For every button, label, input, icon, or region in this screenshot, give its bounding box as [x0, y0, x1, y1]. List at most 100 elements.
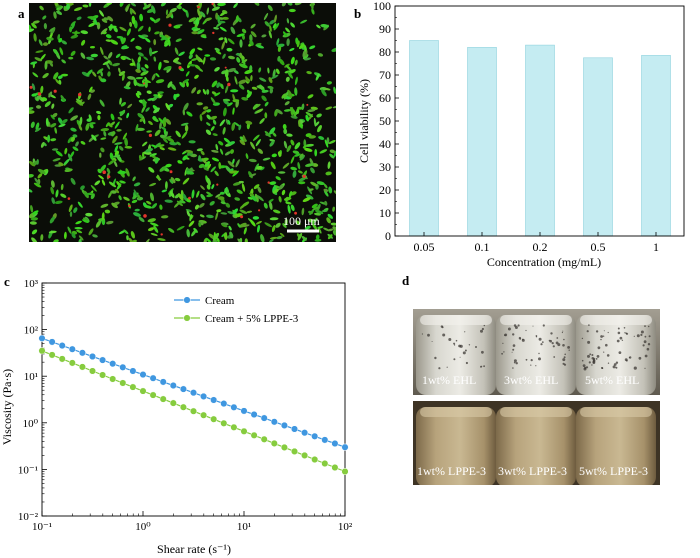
live-cell [232, 99, 240, 103]
live-cell [206, 109, 212, 113]
live-cell [212, 239, 218, 242]
particle [644, 335, 647, 338]
live-cell [94, 180, 101, 186]
live-cell [173, 202, 180, 208]
y-tick-label: 10⁻¹ [18, 464, 38, 476]
particle [588, 361, 591, 364]
live-cell [305, 49, 308, 57]
live-cell [93, 16, 98, 26]
live-cell [263, 12, 269, 21]
x-tick-label: 10¹ [237, 521, 251, 533]
live-cell [59, 47, 64, 56]
particle [601, 367, 603, 369]
live-cell [176, 225, 185, 231]
live-cell [159, 204, 163, 210]
live-cell [333, 190, 336, 195]
live-cell [279, 232, 285, 237]
particle [530, 364, 532, 366]
particle [434, 356, 437, 360]
legend-entry: Cream + 5% LPPE-3 [205, 313, 299, 325]
vial-label-lppe-3: 3wt% LPPE-3 [498, 464, 567, 478]
y-tick-label: 20 [379, 183, 391, 197]
particle [600, 338, 602, 341]
live-cell [238, 180, 244, 184]
dead-cell [211, 3, 214, 6]
live-cell [219, 11, 226, 17]
live-cell [78, 124, 83, 131]
live-cell [223, 100, 230, 105]
live-cell [167, 147, 177, 151]
live-cell [298, 43, 305, 50]
live-cell [130, 3, 136, 7]
live-cell [326, 217, 331, 224]
live-cell [284, 101, 290, 106]
live-cell [227, 67, 236, 73]
viability-bar-1 [641, 55, 671, 237]
live-cell [327, 161, 331, 169]
live-cell [38, 39, 43, 47]
live-cell [119, 26, 127, 32]
live-cell [288, 191, 293, 198]
series-point [341, 443, 349, 451]
particle [542, 324, 545, 327]
live-cell [211, 184, 215, 190]
live-cell [261, 95, 267, 102]
particle [618, 351, 622, 354]
live-cell [202, 88, 207, 95]
live-cell [50, 186, 55, 195]
series-point [321, 459, 329, 468]
series-point [139, 387, 147, 395]
dead-cell [37, 92, 42, 96]
particle [512, 348, 515, 351]
live-cell [216, 237, 220, 242]
live-cell [52, 49, 60, 56]
particle [647, 343, 651, 346]
particle [646, 347, 650, 351]
live-cell [91, 134, 97, 141]
live-cell [188, 220, 195, 227]
live-cell [74, 226, 83, 230]
live-cell [304, 163, 314, 167]
live-cell [92, 234, 98, 238]
live-cell [50, 180, 55, 188]
live-cell [209, 200, 215, 206]
particle [600, 335, 603, 338]
live-cell [288, 8, 296, 13]
live-cell [275, 68, 280, 75]
live-cell [29, 174, 34, 178]
particle [513, 359, 517, 363]
live-cell [49, 60, 54, 67]
live-cell [129, 62, 135, 66]
live-cell [54, 127, 58, 134]
live-cell [215, 143, 219, 151]
live-cell [298, 119, 301, 128]
particle [475, 346, 477, 348]
particle [562, 344, 565, 347]
live-cell [244, 69, 253, 75]
live-cell [228, 141, 236, 146]
live-cell [55, 5, 62, 8]
live-cell [210, 115, 218, 120]
live-cell [275, 109, 283, 115]
live-cell [234, 76, 238, 85]
live-cell [213, 27, 219, 30]
y-tick-label: 10⁰ [23, 418, 39, 430]
live-cell [277, 151, 282, 157]
live-cell [281, 93, 287, 99]
live-cell [269, 24, 272, 32]
dead-cell [169, 170, 173, 174]
series-point [119, 363, 127, 371]
live-cell [299, 153, 304, 159]
live-cell [124, 137, 128, 147]
live-cell [50, 138, 57, 142]
live-cell [269, 127, 276, 135]
live-cell [104, 209, 111, 214]
live-cell [90, 184, 97, 192]
live-cell [164, 199, 173, 203]
live-cell [31, 237, 38, 242]
y-tick-label: 10⁻² [18, 511, 39, 523]
live-cell [290, 115, 298, 119]
live-cell [333, 86, 336, 94]
viability-bar-0.05 [409, 40, 439, 237]
particle [638, 356, 642, 360]
